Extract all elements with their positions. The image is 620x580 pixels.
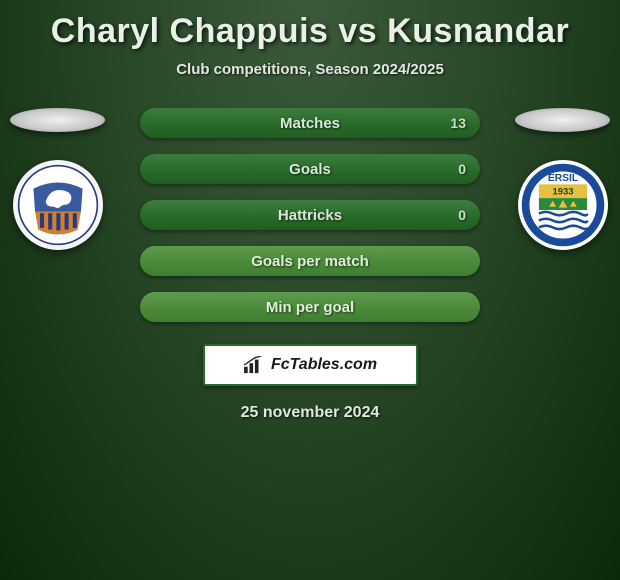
stat-value-right: 0 [458, 207, 466, 223]
right-player-column: ERSIL 1933 [515, 108, 610, 250]
left-marker [10, 108, 105, 132]
comparison-panel: ERSIL 1933 Matches13Goals0Hattricks0Goal… [0, 108, 620, 422]
subtitle: Club competitions, Season 2024/2025 [0, 61, 620, 78]
source-badge: FcTables.com [203, 344, 418, 386]
left-club-logo [13, 160, 103, 250]
stat-bar: Matches 13 [140, 108, 480, 138]
right-club-logo: ERSIL 1933 [518, 160, 608, 250]
stat-value-right: 0 [458, 161, 466, 177]
stat-bar: Hattricks 0 [140, 200, 480, 230]
stat-label: Min per goal [266, 299, 354, 316]
badge-year: 1933 [552, 187, 573, 198]
stat-bar: Goals per match [140, 246, 480, 276]
right-marker [515, 108, 610, 132]
stat-bar: Goals 0 [140, 154, 480, 184]
left-player-column [10, 108, 105, 250]
stat-bar: Min per goal [140, 292, 480, 322]
stat-bars: Matches 13 Goals 0 Hattricks 0 Goals per match… [140, 108, 480, 322]
bar-chart-icon [243, 356, 265, 374]
badge-text: ERSIL [547, 173, 577, 184]
source-label: FcTables.com [271, 356, 377, 374]
ersil-badge-icon: ERSIL 1933 [520, 162, 606, 248]
stat-value-right: 13 [450, 115, 466, 131]
stat-label: Matches [280, 115, 340, 132]
stat-label: Hattricks [278, 207, 342, 224]
page-title: Charyl Chappuis vs Kusnandar [0, 0, 620, 51]
date-label: 25 november 2024 [0, 404, 620, 422]
horse-shield-icon [17, 164, 99, 246]
stat-label: Goals per match [251, 253, 369, 270]
stat-label: Goals [289, 161, 331, 178]
